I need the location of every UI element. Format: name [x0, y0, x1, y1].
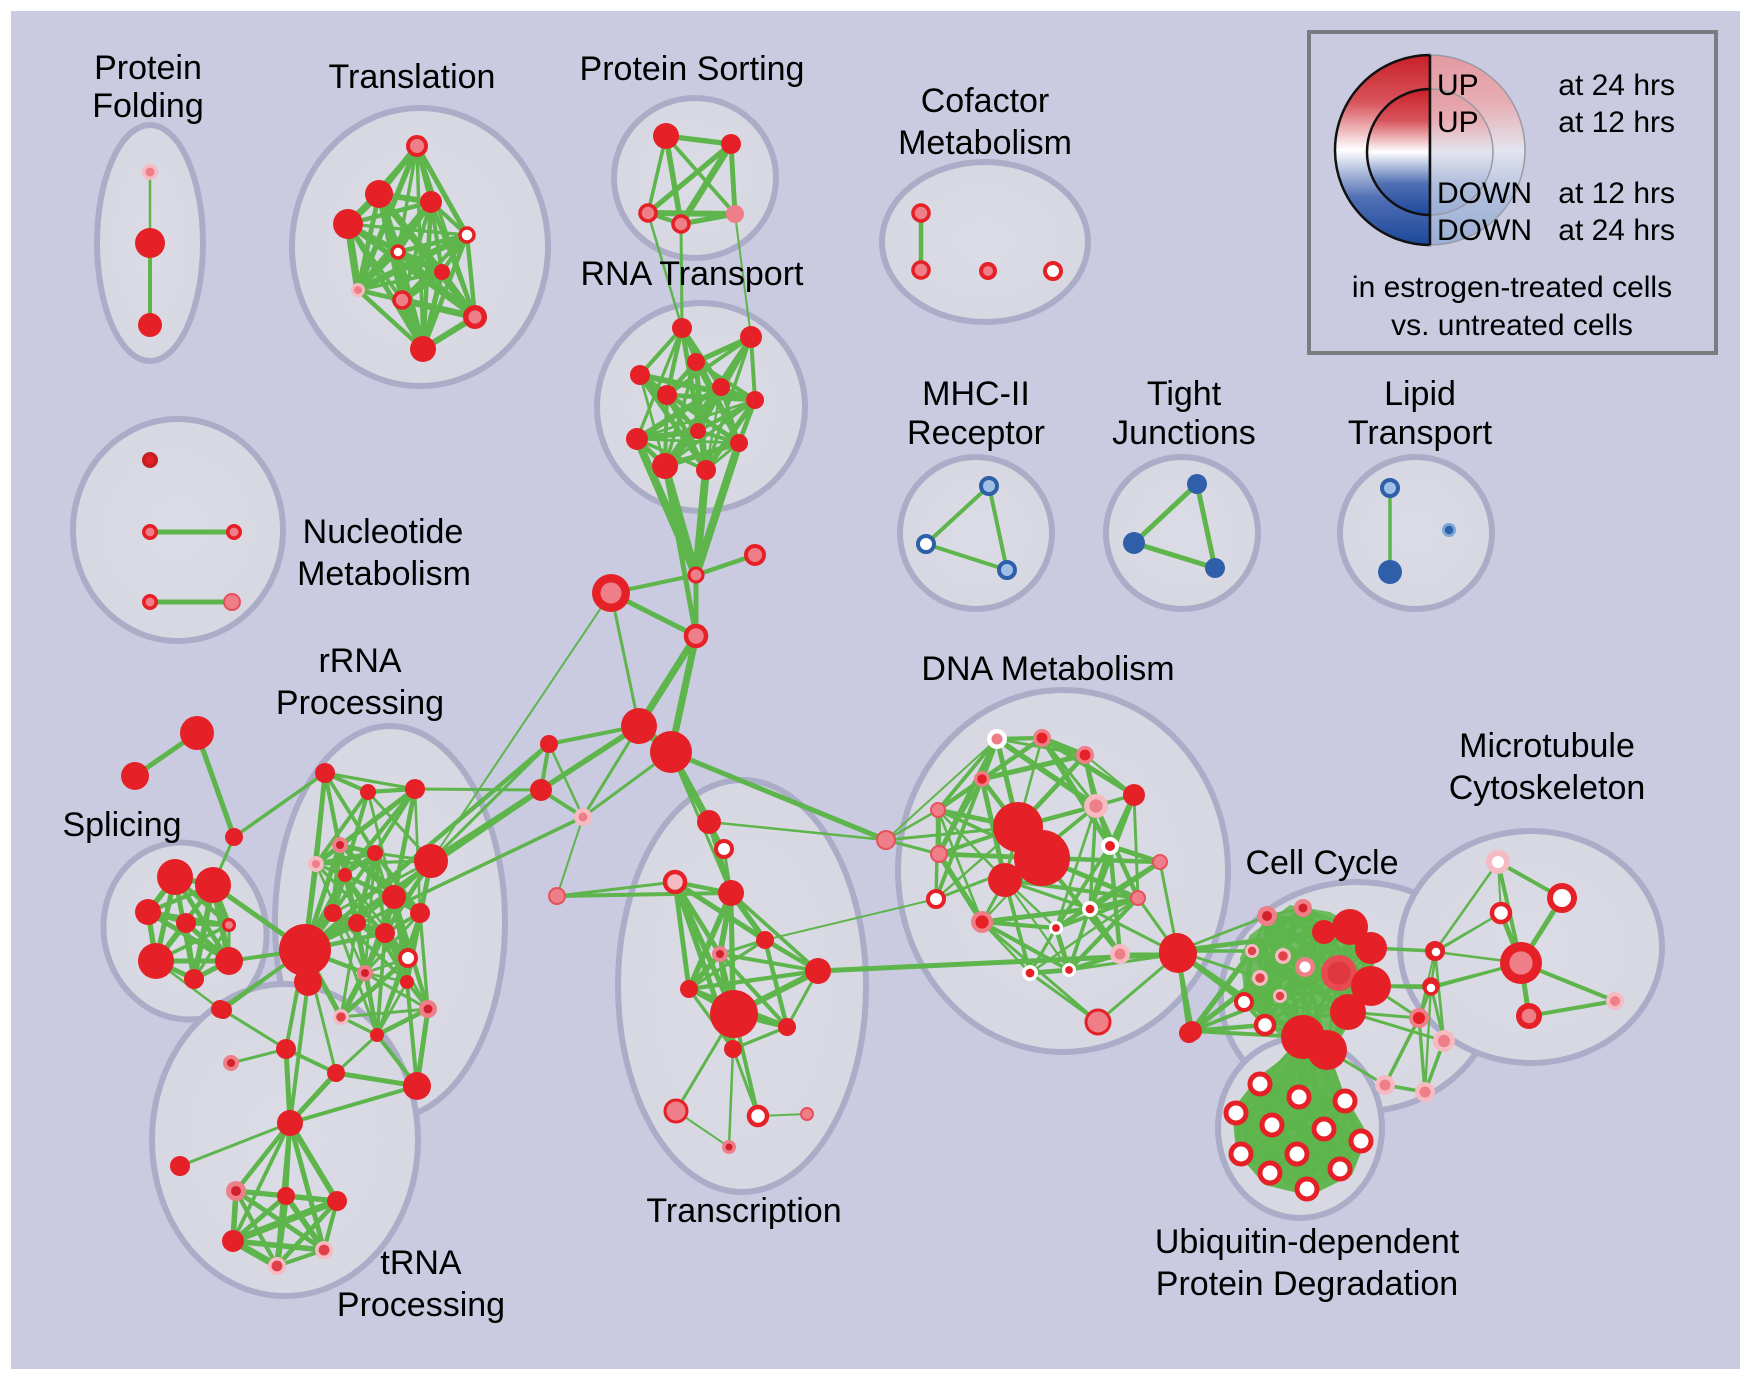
svg-text:rRNA: rRNA — [318, 642, 401, 680]
svg-text:Metabolism: Metabolism — [297, 555, 471, 593]
svg-text:UP: UP — [1437, 106, 1479, 139]
svg-text:DOWN: DOWN — [1437, 214, 1532, 247]
svg-text:Cytoskeleton: Cytoskeleton — [1449, 769, 1646, 807]
svg-text:Nucleotide: Nucleotide — [303, 513, 464, 551]
svg-text:Lipid: Lipid — [1384, 375, 1456, 413]
svg-text:Cell Cycle: Cell Cycle — [1245, 844, 1398, 882]
svg-text:Translation: Translation — [329, 58, 496, 96]
svg-text:Transcription: Transcription — [646, 1192, 841, 1230]
svg-text:Folding: Folding — [92, 87, 204, 125]
svg-text:Ubiquitin-dependent: Ubiquitin-dependent — [1155, 1223, 1460, 1261]
svg-text:in estrogen-treated cells: in estrogen-treated cells — [1352, 271, 1672, 304]
svg-text:UP: UP — [1437, 69, 1479, 102]
svg-text:DNA Metabolism: DNA Metabolism — [921, 650, 1174, 688]
svg-text:Transport: Transport — [1348, 414, 1493, 452]
svg-text:Cofactor: Cofactor — [921, 82, 1050, 120]
svg-text:Protein Sorting: Protein Sorting — [580, 50, 805, 88]
svg-text:MHC-II: MHC-II — [922, 375, 1030, 413]
svg-text:at 12 hrs: at 12 hrs — [1558, 177, 1675, 210]
svg-text:at 24 hrs: at 24 hrs — [1558, 69, 1675, 102]
svg-text:at 24 hrs: at 24 hrs — [1558, 214, 1675, 247]
svg-text:Splicing: Splicing — [62, 806, 181, 844]
svg-text:Tight: Tight — [1147, 375, 1222, 413]
svg-text:tRNA: tRNA — [380, 1244, 462, 1282]
svg-text:Protein Degradation: Protein Degradation — [1156, 1265, 1458, 1303]
svg-text:Metabolism: Metabolism — [898, 124, 1072, 162]
svg-text:Receptor: Receptor — [907, 414, 1045, 452]
svg-text:Protein: Protein — [94, 49, 202, 87]
svg-text:RNA Transport: RNA Transport — [581, 255, 805, 293]
svg-text:Microtubule: Microtubule — [1459, 727, 1635, 765]
svg-text:Junctions: Junctions — [1112, 414, 1256, 452]
svg-text:Processing: Processing — [337, 1286, 505, 1324]
svg-text:Processing: Processing — [276, 684, 444, 722]
svg-text:vs. untreated cells: vs. untreated cells — [1391, 309, 1633, 342]
svg-text:DOWN: DOWN — [1437, 177, 1532, 210]
svg-text:at 12 hrs: at 12 hrs — [1558, 106, 1675, 139]
